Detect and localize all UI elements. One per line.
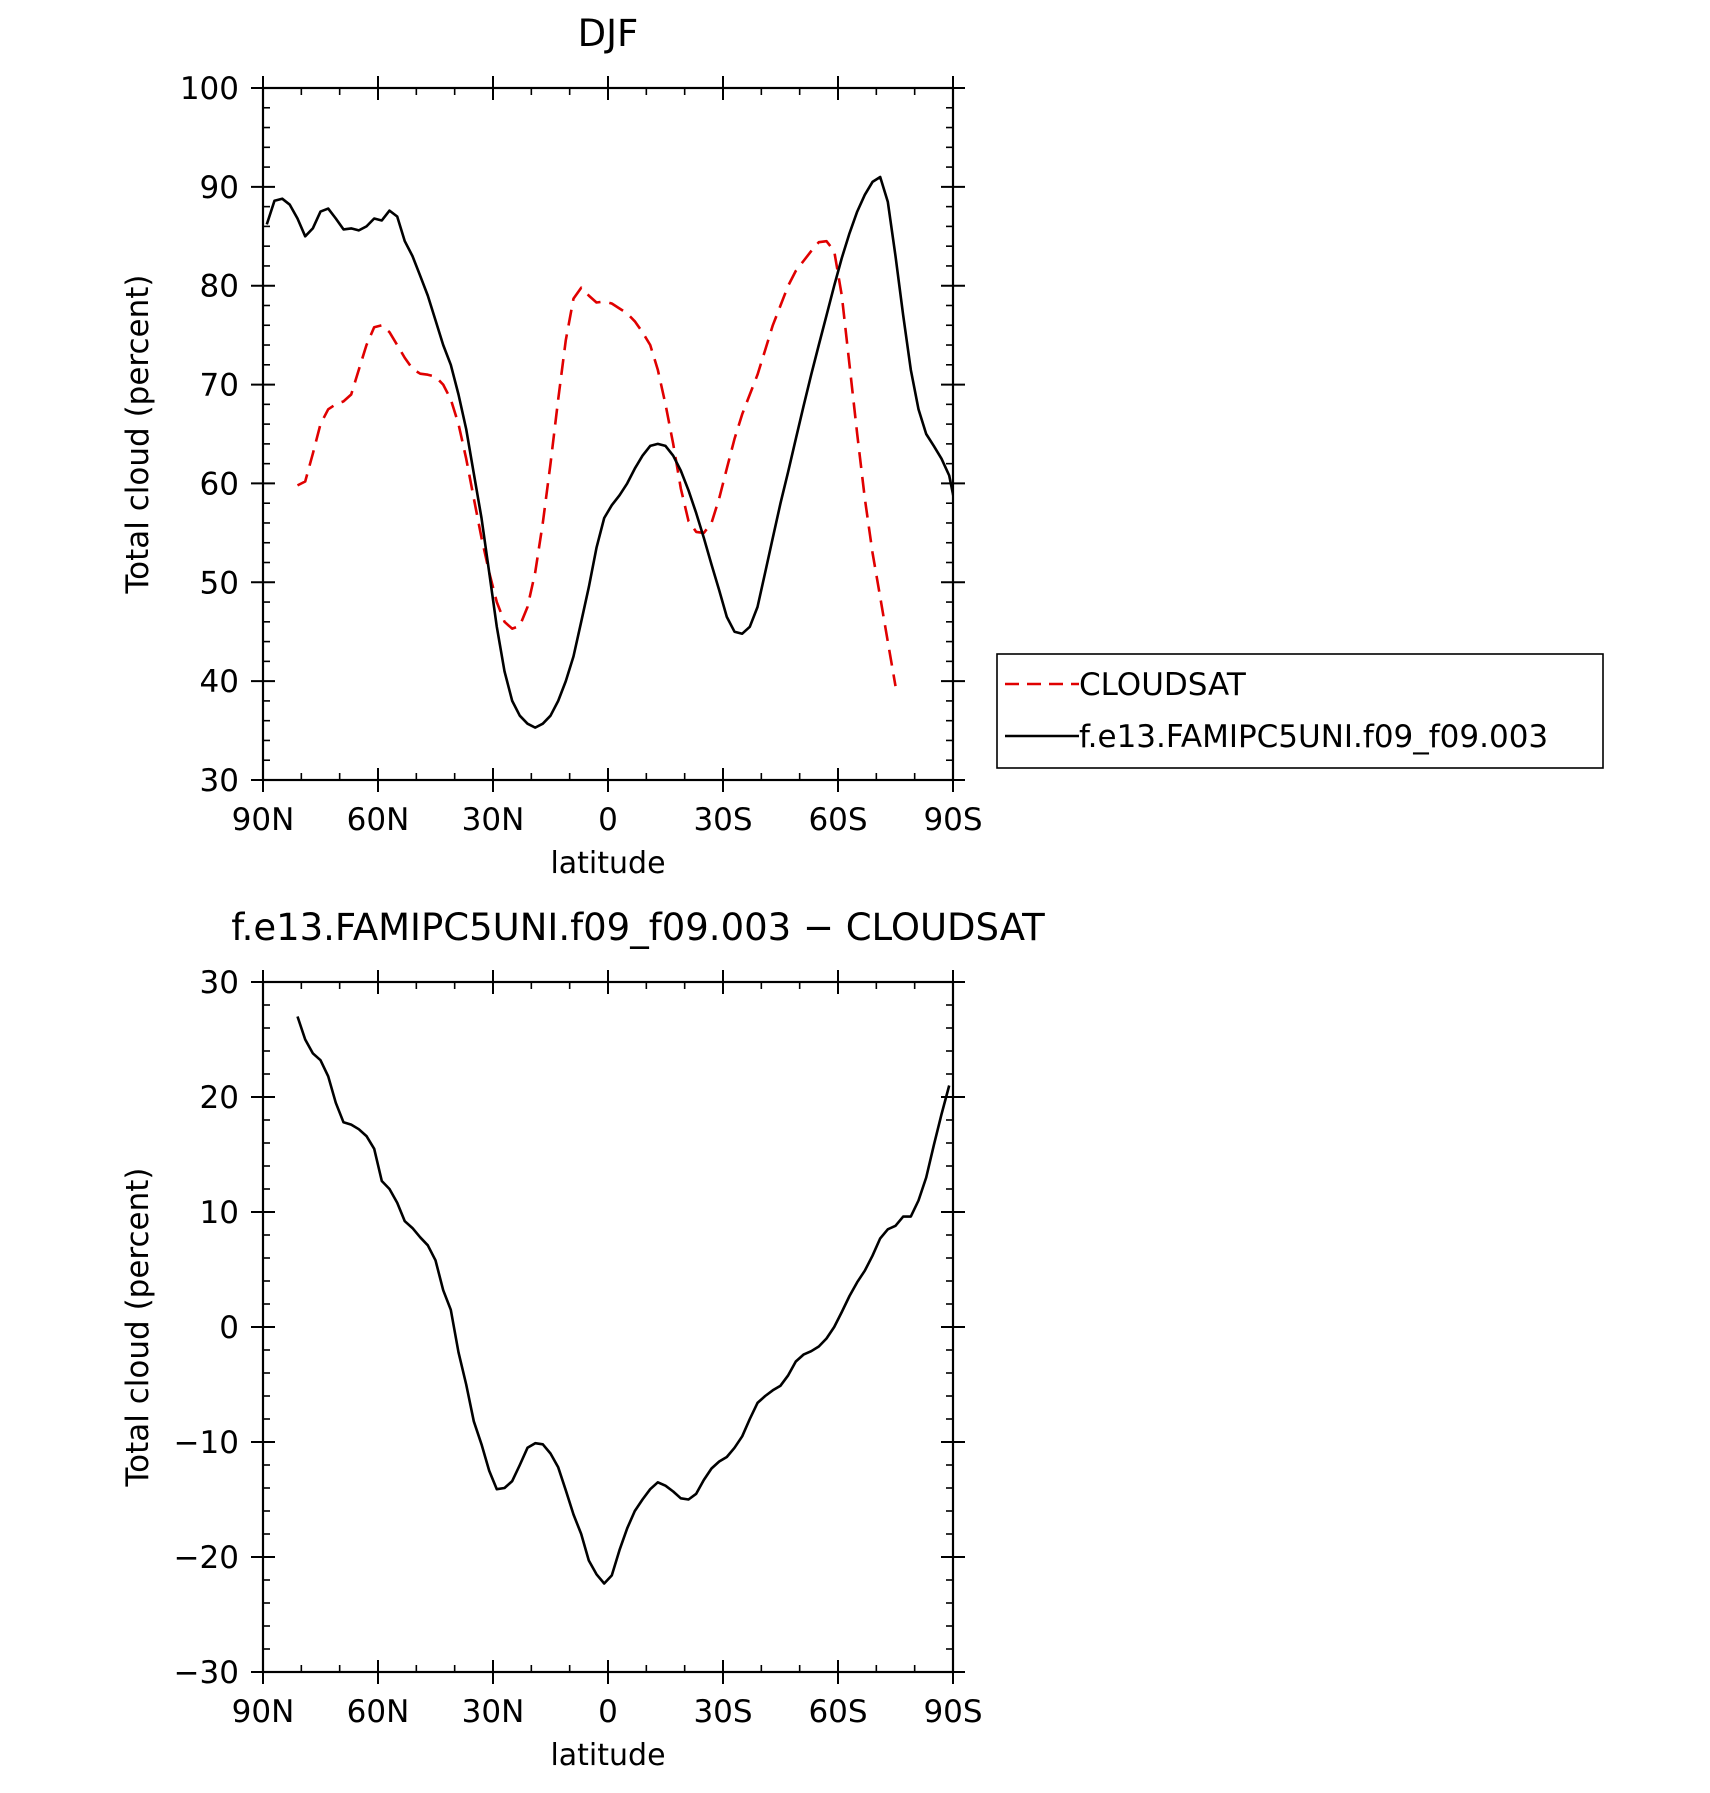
- x-tick-label: 90N: [232, 1694, 295, 1730]
- chart-title: DJF: [578, 12, 639, 55]
- x-tick-label: 30N: [462, 802, 525, 838]
- series-line-1: [296, 1016, 951, 1585]
- plot-frame: [261, 86, 955, 782]
- series-line-2: [265, 175, 953, 729]
- y-tick-label: 50: [200, 565, 239, 601]
- y-axis-label: Total cloud (percent): [120, 275, 156, 595]
- y-tick-label: 60: [200, 466, 239, 502]
- x-tick-label: 90S: [923, 802, 982, 838]
- y-tick-label: 100: [180, 71, 239, 107]
- y-axis-label: Total cloud (percent): [120, 1168, 156, 1488]
- x-tick-label: 60S: [808, 802, 867, 838]
- legend: [996, 653, 1604, 769]
- y-tick-label: 20: [200, 1080, 239, 1116]
- series-line-1: [296, 239, 897, 687]
- x-tick-label: 60N: [347, 802, 410, 838]
- x-tick-label: 90S: [923, 1694, 982, 1730]
- x-tick-label: 90N: [232, 802, 295, 838]
- x-tick-label: 30S: [693, 802, 752, 838]
- x-tick-label: 30S: [693, 1694, 752, 1730]
- legend-entry-2: f.e13.FAMIPC5UNI.f09_f09.003: [1079, 719, 1548, 755]
- x-axis-label: latitude: [550, 846, 665, 881]
- chart-panel-1: [251, 76, 965, 792]
- plot-frame: [261, 980, 955, 1674]
- y-tick-label: 30: [200, 763, 239, 799]
- chart-panel-2: [251, 970, 965, 1684]
- y-tick-label: 80: [200, 269, 239, 305]
- y-tick-label: −30: [174, 1655, 239, 1691]
- y-tick-label: 90: [200, 170, 239, 206]
- x-tick-label: 0: [598, 802, 618, 838]
- y-tick-label: 30: [200, 965, 239, 1001]
- legend-entry-1: CLOUDSAT: [1079, 667, 1247, 703]
- y-tick-label: 40: [200, 664, 239, 700]
- y-tick-label: 10: [200, 1195, 239, 1231]
- y-tick-label: 70: [200, 368, 239, 404]
- x-tick-label: 30N: [462, 1694, 525, 1730]
- y-tick-label: −20: [174, 1540, 239, 1576]
- x-tick-label: 60N: [347, 1694, 410, 1730]
- legend-box: [996, 653, 1604, 769]
- y-tick-label: 0: [219, 1310, 239, 1346]
- chart-title: f.e13.FAMIPC5UNI.f09_f09.003 − CLOUDSAT: [231, 906, 1045, 949]
- x-tick-label: 0: [598, 1694, 618, 1730]
- y-tick-label: −10: [174, 1425, 239, 1461]
- x-tick-label: 60S: [808, 1694, 867, 1730]
- x-axis-label: latitude: [550, 1738, 665, 1773]
